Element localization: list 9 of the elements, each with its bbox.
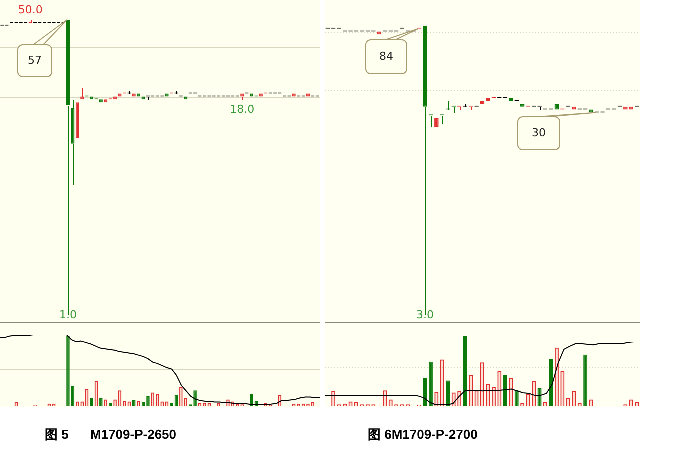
annotation: 84 <box>380 50 394 63</box>
annotation: 57 <box>28 54 42 67</box>
text: 图 6M1709-P-2700 <box>368 426 478 444</box>
annotation: 50.0 <box>18 3 43 16</box>
annotation: 30 <box>532 126 546 140</box>
annotation: 18.0 <box>230 103 255 116</box>
annotation: 3.0 <box>416 308 434 322</box>
annotation: 1.0 <box>59 308 77 322</box>
text: 图 5 M1709-P-2650 <box>45 426 177 444</box>
